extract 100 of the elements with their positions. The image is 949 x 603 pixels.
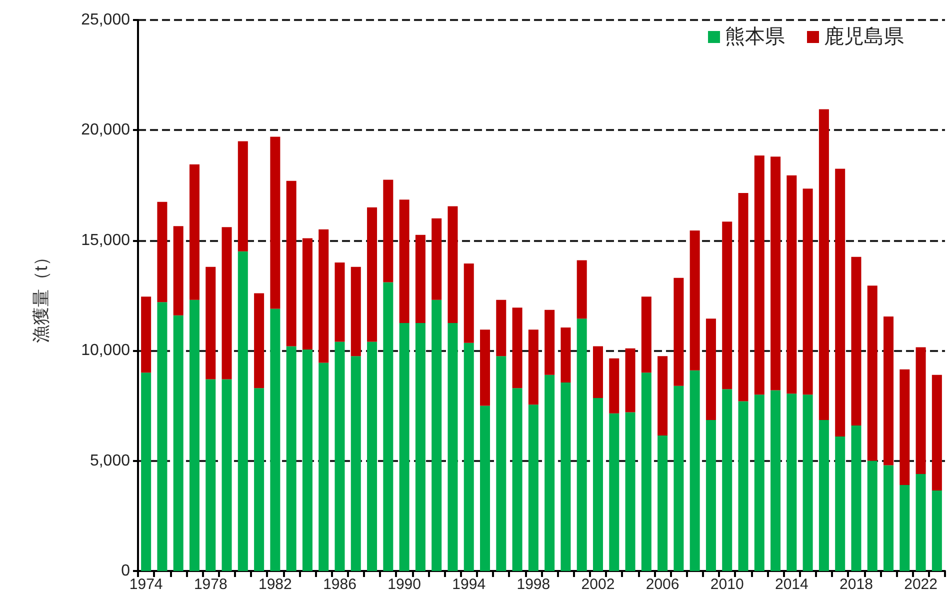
bar [399,200,410,324]
bar [334,262,345,342]
bar [754,156,764,395]
bar [674,386,684,571]
bar [173,226,184,316]
bar [690,370,700,571]
bar [625,412,636,571]
bar [512,388,522,571]
bar [609,358,620,414]
bar [625,348,636,412]
bar [350,266,361,356]
y-axis-title: 漁獲量（t） [31,248,51,344]
bar [900,485,910,571]
y-tick-label: 10,000 [81,342,130,360]
bar [367,342,378,571]
bar [770,390,781,571]
bar [528,330,538,405]
bar [706,318,716,420]
bar [480,330,490,406]
bar [641,296,652,373]
bar [496,300,506,356]
x-tick-label: 2010 [710,576,744,593]
bar [576,318,587,571]
bar [206,266,216,380]
bar [690,230,700,370]
y-tick-label: 25,000 [81,12,130,28]
bar [480,406,490,571]
bar [576,260,587,319]
bar [851,256,862,426]
y-tick-label: 15,000 [81,232,130,249]
bar [206,379,216,571]
bar [544,374,555,571]
x-tick-label: 2014 [774,576,808,593]
bar [270,136,280,309]
y-tick-label: 0 [121,562,130,580]
legend-label: 鹿児島県 [824,26,904,48]
bar [350,356,361,571]
bar [238,251,248,571]
bar [802,188,813,395]
bar [835,168,846,437]
bar [286,180,296,346]
bar [141,372,152,571]
bar [932,490,942,571]
bar [754,394,764,571]
bar [415,323,426,571]
bar [512,308,522,388]
bar [706,420,716,571]
bar [222,227,232,380]
bar [448,206,458,324]
bar [884,465,894,571]
y-tick-label: 5,000 [90,452,130,470]
bar [173,315,184,571]
bar [189,300,200,571]
y-tick-label: 20,000 [81,122,130,139]
bar [722,389,732,571]
bar [818,420,829,571]
bar [786,175,797,394]
bar [916,347,926,474]
bar [658,356,668,436]
bar [916,474,926,571]
bar [238,141,248,252]
x-tick-label: 2006 [646,576,680,593]
bar [560,327,571,383]
bar [141,296,152,373]
bar [722,222,732,390]
bar [560,382,571,571]
bar [302,350,312,571]
bar [222,379,232,571]
bar [592,346,603,398]
bar [367,207,378,342]
bar [884,316,894,466]
bar [641,372,652,571]
bar [270,308,280,571]
bar [835,436,846,571]
bar [592,398,603,571]
bar [302,238,312,350]
x-tick-label: 1986 [323,576,356,593]
bar [254,388,264,571]
bar [738,193,748,402]
bar [189,164,200,300]
bar [658,435,668,571]
bar [448,323,458,571]
x-tick-label: 1974 [129,576,163,593]
x-tick-label: 1990 [388,576,421,593]
legend-label: 熊本県 [725,26,785,48]
bar [867,286,878,461]
bar [528,404,538,571]
bar [318,229,329,363]
bar [318,362,329,571]
bar [415,234,426,324]
bar [157,302,168,571]
bar [157,202,168,302]
x-tick-label: 1978 [194,576,228,593]
x-tick-label: 1998 [516,576,550,593]
bar [786,394,797,571]
bar [399,323,410,571]
bar [932,374,942,491]
bar [464,264,474,343]
bar [432,300,442,571]
bar [286,346,296,571]
